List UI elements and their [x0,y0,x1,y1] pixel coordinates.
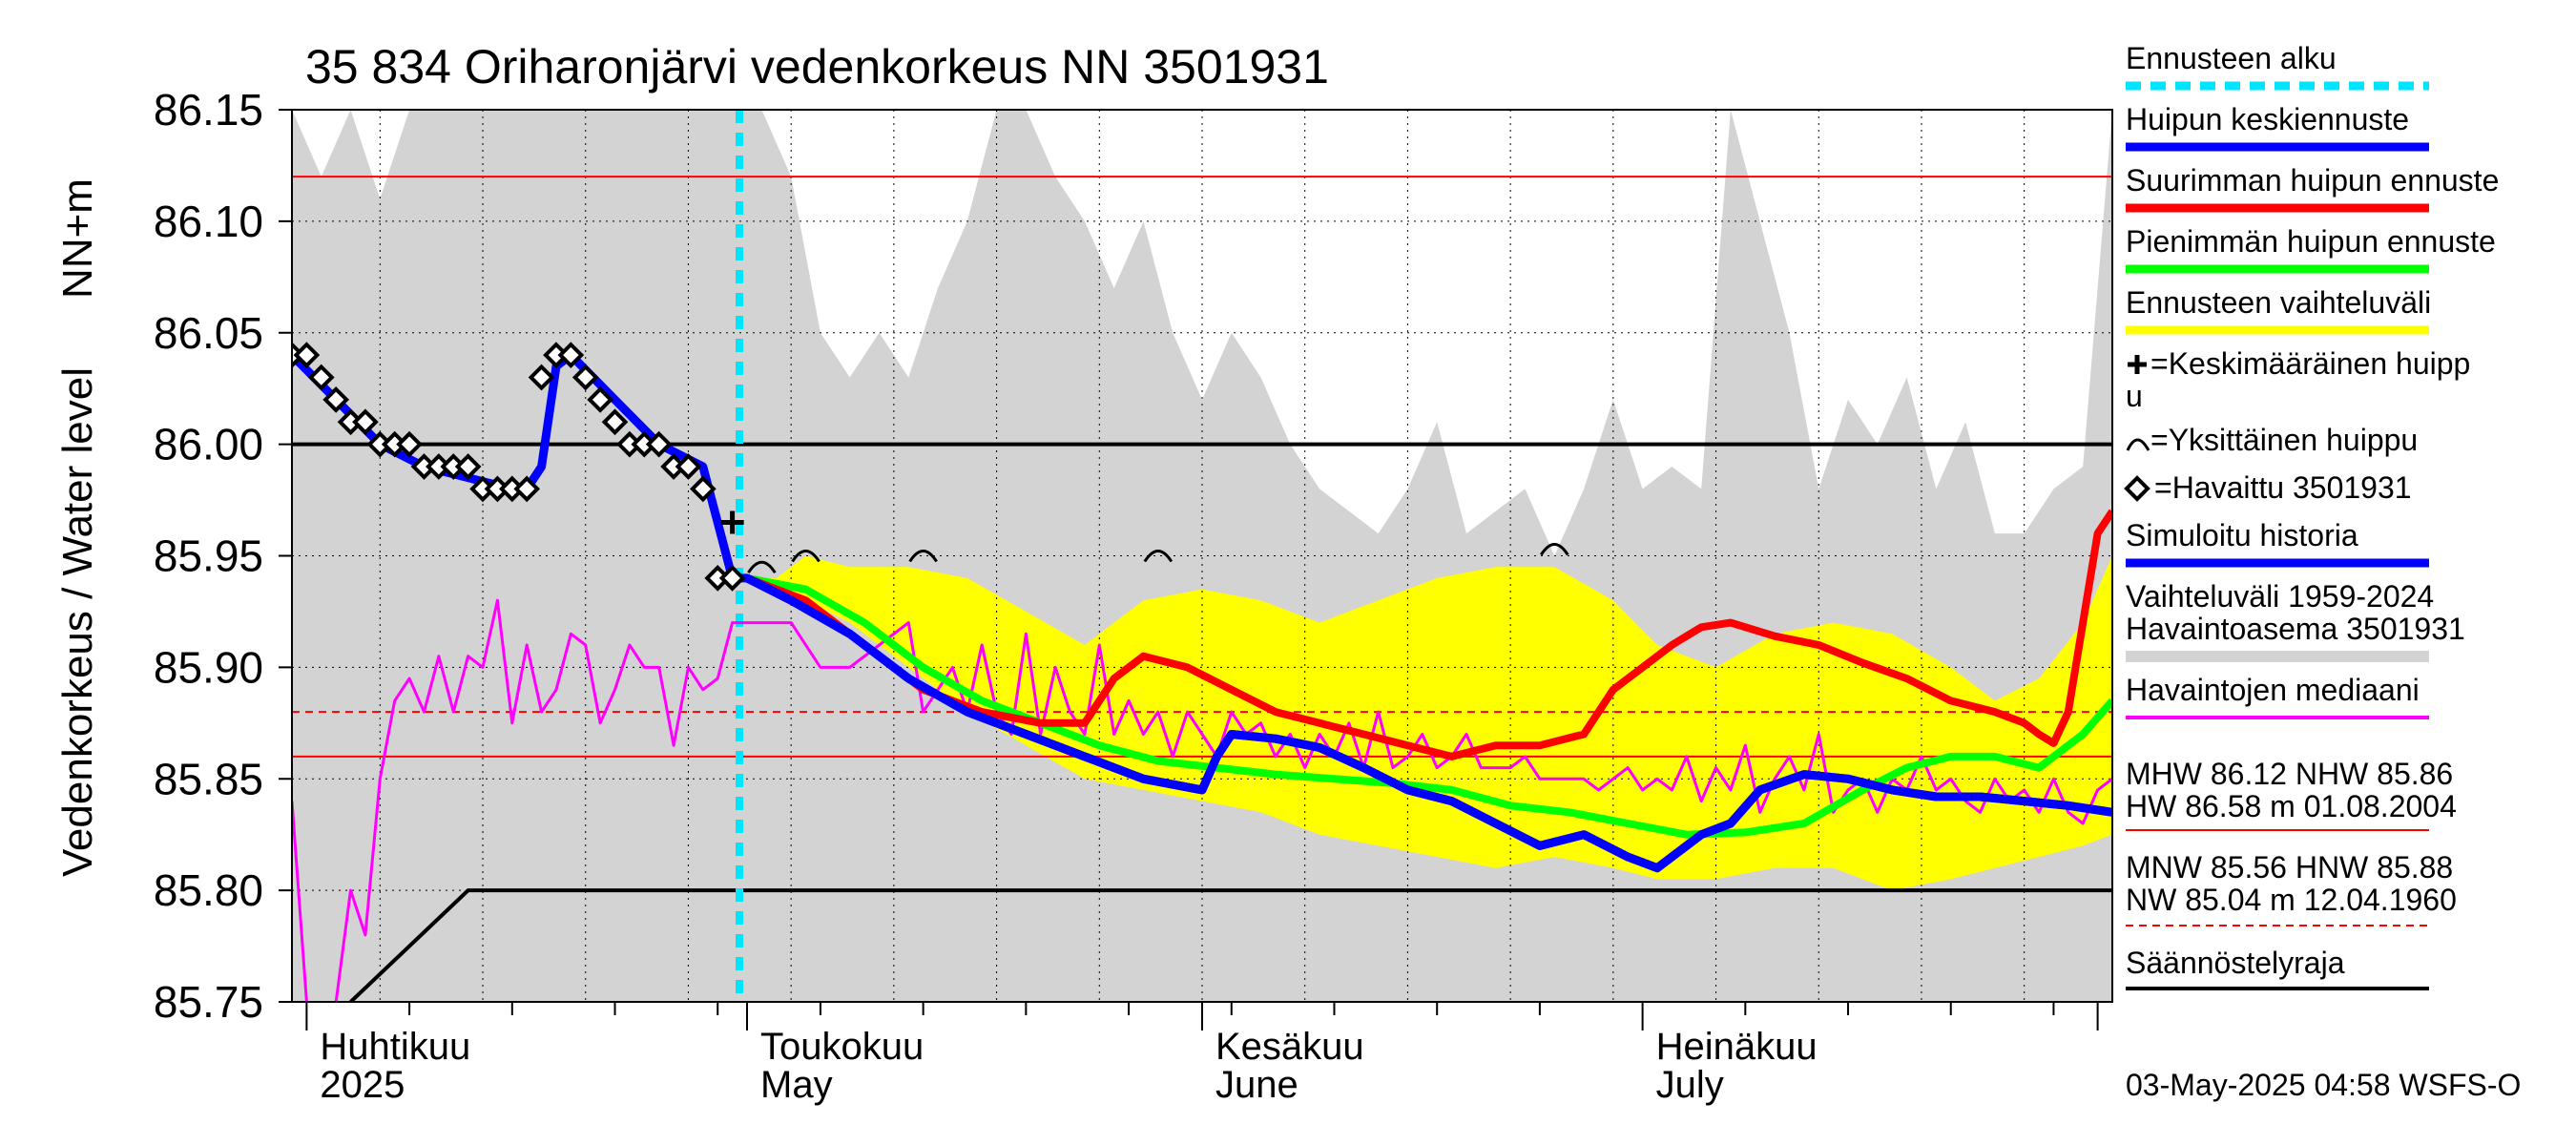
legend-label: Simuloitu historia [2126,518,2358,552]
forecast-range-band [747,555,2112,891]
observed-point [454,453,482,480]
y-tick-label: 86.10 [154,197,263,246]
reference-lines [292,110,2112,1002]
legend: Ennusteen alku Huipun keskiennuste Suurimm… [2124,41,2499,719]
y-tick-label: 85.85 [154,754,263,803]
stats-line-3: MNW 85.56 HNW 85.88 [2126,850,2453,885]
forecast-range-area [747,555,2112,891]
legend-label: =Havaittu 3501931 [2154,470,2412,505]
observed-point [601,408,629,436]
observed-point [587,386,613,413]
observed-point [396,430,423,458]
y-tick-label: 86.05 [154,308,263,358]
y-tick-label: 85.80 [154,865,263,915]
observed-point [352,408,379,436]
observed-point [675,453,702,480]
x-month-label: Huhtikuu [320,1026,470,1068]
legend-single-peak-icon [2126,438,2150,451]
legend-label-cont: u [2126,379,2143,413]
series-line-huipun-keskiennuste [744,573,2112,873]
regulation-label: Säännöstelyraja [2126,946,2345,980]
observed-point [718,565,746,592]
chart-title: 35 834 Oriharonjärvi vedenkorkeus NN 350… [305,40,1329,94]
observed-point [528,364,555,391]
observed-point [322,386,349,413]
statistics-panel: MHW 86.12 NHW 85.86 HW 86.58 m 01.08.200… [2126,757,2457,990]
y-ticks: 86.15 86.10 86.05 86.00 85.95 85.90 85.85 85.80… [154,85,292,1027]
x-month-sublabel: May [760,1064,833,1106]
observed-point [293,342,321,368]
legend-label: Ennusteen alku [2126,41,2337,75]
observed-point [571,364,599,391]
legend-label: Pienimmän huipun ennuste [2126,224,2496,259]
legend-label: Suurimman huipun ennuste [2126,163,2499,198]
y-axis-unit: NN+m [54,178,101,299]
regulation-limit-line [349,888,2112,1002]
legend-observed-icon [2124,475,2150,502]
timestamp: 03-May-2025 04:58 WSFS-O [2126,1068,2521,1102]
observed-point [557,342,585,368]
series-line-pienimm-n-huipun-ennuste [746,573,2112,839]
x-month-label: Heinäkuu [1656,1026,1818,1068]
x-month-sublabel: July [1656,1064,1724,1106]
series-line-suurimman-huipun-ennuste [745,509,2112,760]
observed-point [645,430,673,458]
single-peak-marker [908,550,938,563]
stats-line-1: MHW 86.12 NHW 85.86 [2126,757,2453,791]
y-tick-label: 86.00 [154,420,263,469]
series-group [292,350,2112,1002]
legend-label: =Yksittäinen huippu [2150,423,2418,457]
y-tick-label: 85.90 [154,642,263,692]
mean-peak-marker [720,510,744,534]
single-peak-marker [1540,543,1569,556]
single-peak-marker [1143,550,1174,563]
y-tick-label: 86.15 [154,85,263,135]
observed-point [307,364,335,391]
single-peak-marker [791,550,821,563]
single-peak-marker [747,560,777,574]
legend-label: Vaihteluväli 1959-2024 [2126,579,2434,614]
stats-line-4: NW 85.04 m 12.04.1960 [2126,883,2457,917]
x-month-sublabel: June [1215,1064,1298,1106]
legend-label-cont: Havaintoasema 3501931 [2126,612,2465,646]
y-tick-label: 85.95 [154,531,263,581]
legend-label: =Keskimääräinen huipp [2150,346,2470,381]
legend-label: Huipun keskiennuste [2126,102,2409,136]
observed-point [513,475,541,503]
y-axis-label: Vedenkorkeus / Water level [54,367,101,877]
observed-point [690,475,717,503]
stats-line-2: HW 86.58 m 01.08.2004 [2126,789,2457,823]
legend-label: Ennusteen vaihteluväli [2126,285,2431,320]
x-month-sublabel: 2025 [320,1064,405,1106]
x-month-label: Toukokuu [760,1026,924,1068]
marker-group [292,342,1569,592]
legend-mean-peak-icon [2128,355,2147,374]
plot-area [291,109,2113,1003]
legend-label: Havaintojen mediaani [2126,673,2420,707]
y-tick-label: 85.75 [154,977,263,1027]
x-month-label: Kesäkuu [1215,1026,1364,1068]
